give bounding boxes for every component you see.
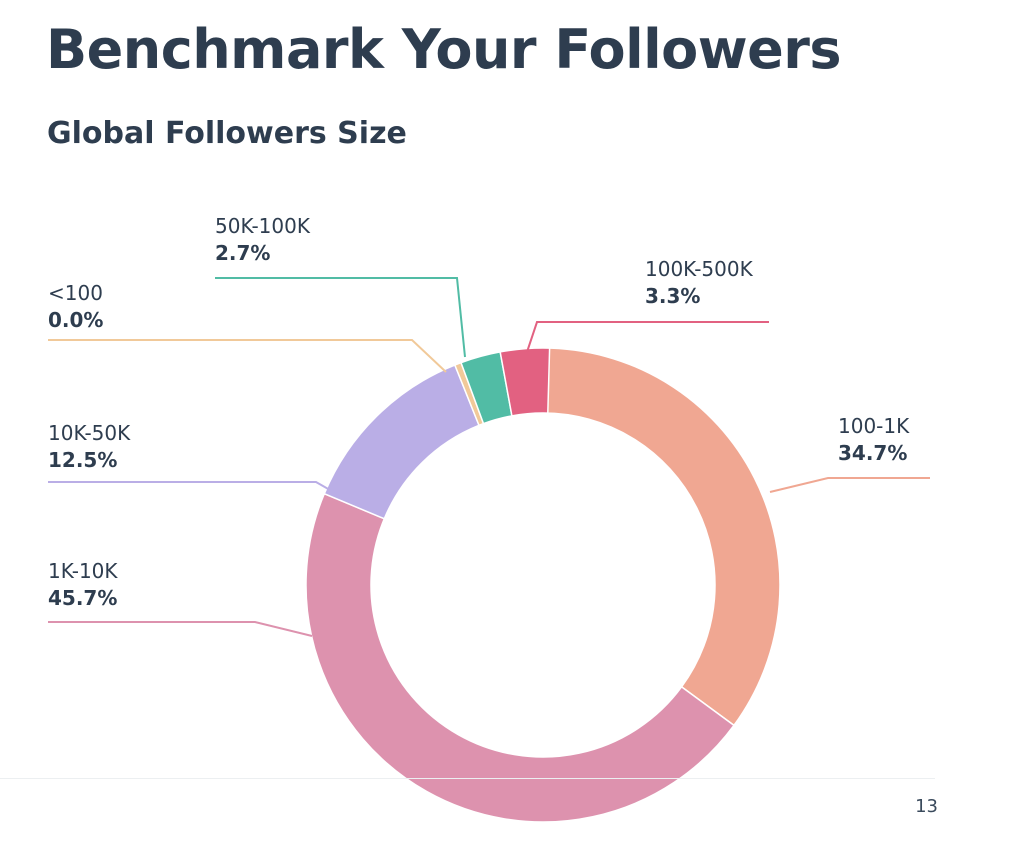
- slice-1k-10k: [305, 492, 736, 823]
- slice-labels: 100-1K 34.7% 1K-10K 45.7% 10K-50K 12.5% <100 0.…: [48, 214, 910, 610]
- percent-label: 45.7%: [48, 586, 117, 610]
- category-label: 10K-50K: [48, 421, 131, 445]
- leader-line: [215, 277, 466, 358]
- page-number: 13: [915, 796, 938, 817]
- page-title: Benchmark Your Followers: [46, 18, 842, 81]
- chart-title: Global Followers Size: [47, 116, 407, 151]
- category-label: 1K-10K: [48, 559, 118, 583]
- leader-line: [769, 477, 930, 493]
- percent-label: 3.3%: [645, 284, 700, 308]
- leader-lines: [48, 277, 930, 637]
- slice-100-1k: [542, 347, 781, 727]
- category-label: 50K-100K: [215, 214, 311, 238]
- footer-divider: [0, 778, 935, 779]
- percent-label: 34.7%: [838, 441, 907, 465]
- leader-line: [48, 481, 331, 491]
- percent-label: 2.7%: [215, 241, 270, 265]
- percent-label: 0.0%: [48, 308, 103, 332]
- leader-line: [526, 321, 769, 353]
- leader-line: [48, 621, 313, 637]
- slice-100k-500k: [499, 347, 551, 417]
- category-label: <100: [48, 281, 103, 305]
- category-label: 100-1K: [838, 414, 910, 438]
- category-label: 100K-500K: [645, 257, 754, 281]
- leader-line: [48, 339, 447, 373]
- percent-label: 12.5%: [48, 448, 117, 472]
- slice-10k-50k: [323, 364, 480, 520]
- donut-slices: [305, 347, 781, 823]
